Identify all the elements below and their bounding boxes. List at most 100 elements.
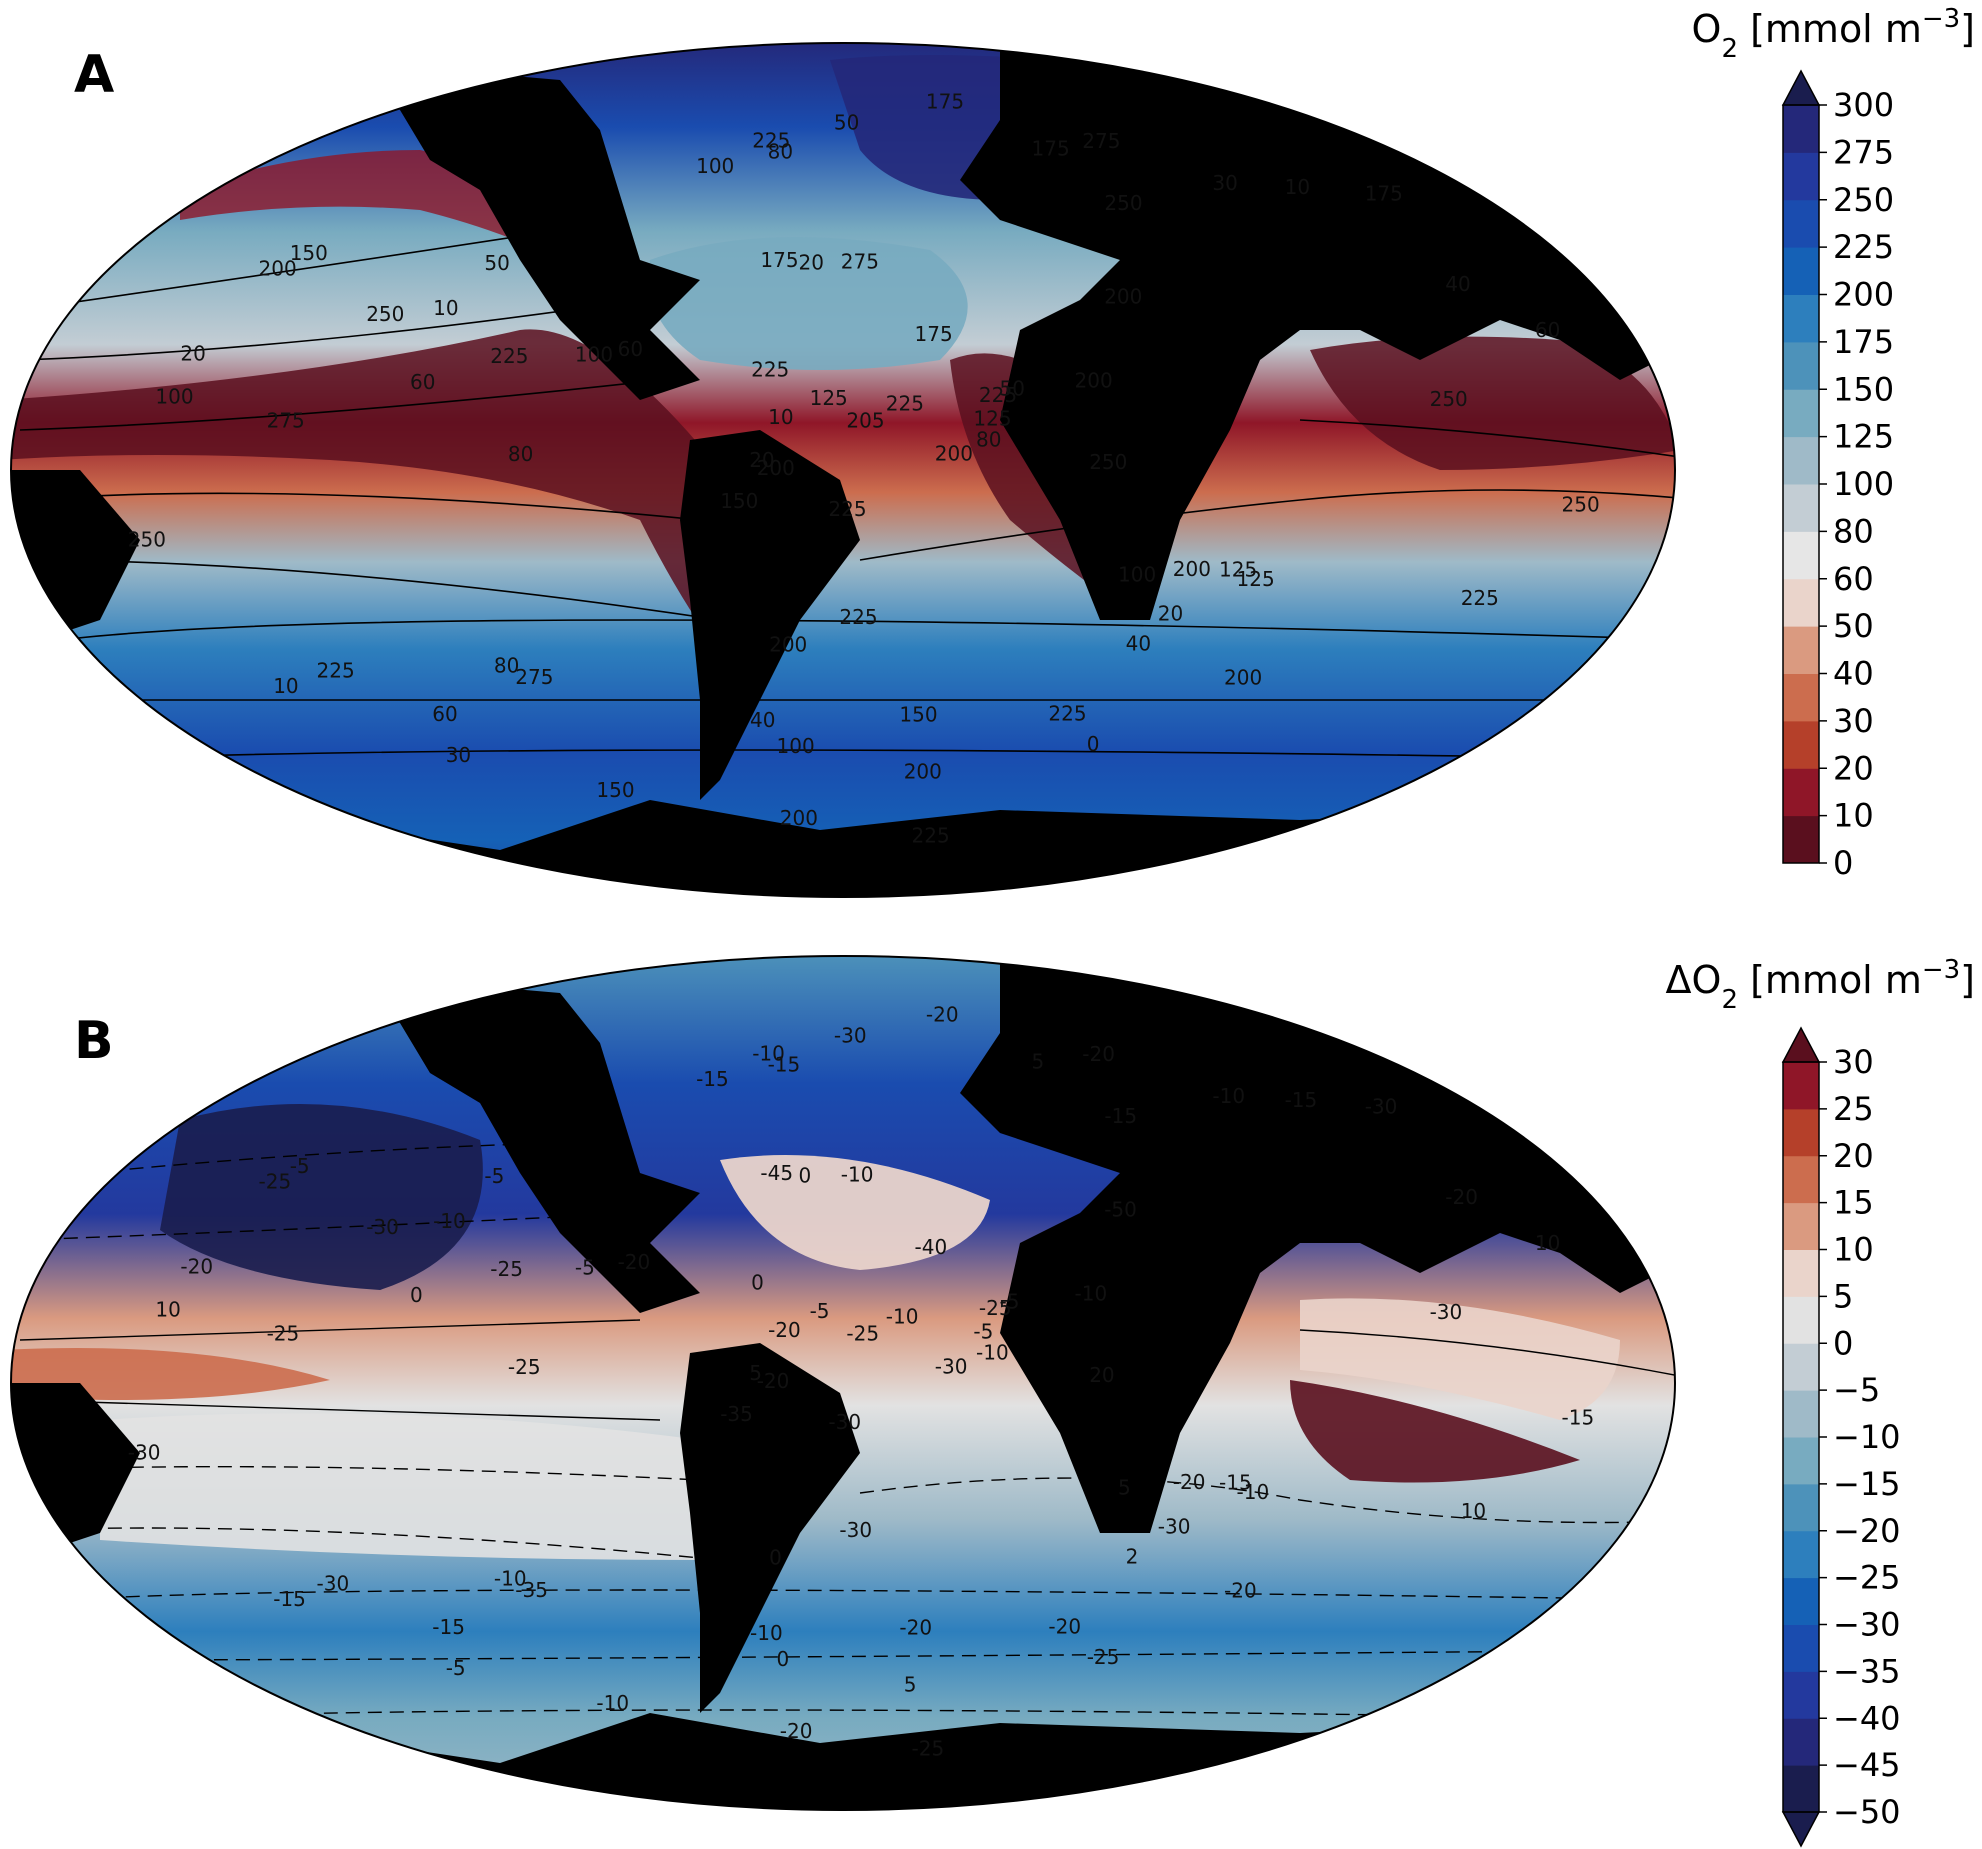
colorbar-b-extend-max [1781, 1026, 1821, 1063]
map-a-contour-label: 0 [1087, 732, 1100, 756]
map-b-contour-label: -45 [760, 1161, 793, 1185]
colorbar-a-swatch-5 [1783, 578, 1819, 627]
map-a-contour-label: 80 [508, 442, 533, 466]
map-b-contour-label: -5 [575, 1256, 595, 1280]
colorbar-b-swatch-13 [1783, 1155, 1819, 1204]
map-a-contour-label: 100 [777, 734, 815, 758]
colorbar-a-tick-label: 60 [1833, 560, 1874, 598]
map-a-contour-label: 40 [750, 708, 775, 732]
colorbar-title-a: O2 [mmol m−3] [1692, 4, 1975, 64]
colorbar-b-tick-label: −5 [1833, 1371, 1880, 1409]
map-b-contour-label: 10 [1461, 1499, 1486, 1523]
land-south-america [680, 430, 860, 800]
panel-letter-a: A [74, 45, 114, 105]
map-b-contour-label: -40 [915, 1235, 948, 1259]
map-b-contour-label: -10 [841, 1163, 874, 1187]
map-a-contour-label: 10 [768, 405, 793, 429]
map-b-contour-label: -30 [128, 1440, 161, 1464]
map-b-contour-label: -35 [515, 1578, 548, 1602]
colorbar-a-tick-label: 250 [1833, 181, 1894, 219]
map-a-contour-label: 125 [810, 386, 848, 410]
map-b-contour-label: -5 [810, 1299, 830, 1323]
map-b-contour-label: -15 [273, 1587, 306, 1611]
contour-lines-b-solid [19, 1319, 1675, 1421]
colorbar-a-tick-label: 125 [1833, 418, 1894, 456]
map-a-contour-label: 225 [752, 128, 790, 152]
map-a-contour-label: 225 [490, 344, 528, 368]
map-b-contour-label: -5 [290, 1154, 310, 1178]
map-b-contour-label: -20 [768, 1318, 801, 1342]
map-b-contour-label: -10 [1075, 1282, 1108, 1306]
colorbar-a-tick-label: 0 [1833, 844, 1853, 882]
map-b-contour-label: -25 [259, 1169, 292, 1193]
map-a-contour-label: 125 [1237, 567, 1275, 591]
map-b-contour-label: -10 [750, 1621, 783, 1645]
map-a-contour-label: 225 [317, 658, 355, 682]
map-b-contour-label: -25 [267, 1322, 300, 1346]
colorbar-b-swatch-15 [1783, 1062, 1819, 1110]
map-b-contour-label: -30 [1430, 1300, 1463, 1324]
map-a-contour-label: 250 [366, 302, 404, 326]
map-a-contour-label: 80 [976, 428, 1001, 452]
map-b-contour-label: -20 [1048, 1614, 1081, 1638]
map-b-contour-label: -20 [780, 1719, 813, 1743]
map-b-contour-label: -25 [846, 1321, 879, 1345]
anomaly-north-atlantic [720, 1155, 990, 1270]
anomaly-indian-warm [1300, 1298, 1620, 1420]
map-a-contour-label: 250 [128, 527, 166, 551]
land-north-america [330, 60, 700, 400]
colorbar-a-swatch-1 [1783, 768, 1819, 817]
map-a-contour-label: 175 [915, 322, 953, 346]
colorbar-a-swatch-4 [1783, 626, 1819, 674]
map-b-contour-label: -10 [976, 1341, 1009, 1365]
map-b-contour-label: 0 [751, 1271, 764, 1295]
map-b-contour-label: 10 [155, 1297, 180, 1321]
map-b-contour-label: -30 [839, 1518, 872, 1542]
map-b-contour-label: -20 [1173, 1470, 1206, 1494]
colorbar-a-tick-label: 30 [1833, 702, 1874, 740]
colorbar-a-tick-label: 40 [1833, 655, 1874, 693]
map-b-contour-label: -15 [1285, 1088, 1318, 1112]
map-frame-b [10, 955, 1676, 1811]
colorbar-b-tick-label: −30 [1833, 1606, 1901, 1644]
map-b-contour-label: -10 [886, 1304, 919, 1328]
map-a-contour-label: 60 [618, 337, 643, 361]
gyre-north-atlantic [648, 237, 968, 370]
map-a-contour-label: 250 [1562, 493, 1600, 517]
colorbar-b-swatch-6 [1783, 1483, 1819, 1532]
map-a-contour-label: 10 [1285, 175, 1310, 199]
map-a-contour-label: 275 [515, 665, 553, 689]
map-a-contour-label: 250 [1104, 191, 1142, 215]
colorbar-a-tick-label: 50 [1833, 607, 1874, 645]
map-a-contour-label: 60 [1535, 318, 1560, 342]
colorbar-b-swatch-11 [1783, 1249, 1819, 1297]
colorbar-a-swatch-0 [1783, 815, 1819, 864]
colorbar-b-swatch-5 [1783, 1530, 1819, 1579]
colorbar-b-tick-label: 0 [1833, 1324, 1853, 1362]
colorbar-b-tick-label: −40 [1833, 1699, 1901, 1737]
map-a-contour-label: 50 [834, 111, 859, 135]
colorbar-b-extend-min [1781, 1811, 1821, 1848]
colorbar-b-swatches [1781, 1026, 1821, 1848]
map-a-contour-label: 200 [1173, 557, 1211, 581]
colorbar-a-tick-label: 275 [1833, 133, 1894, 171]
colorbar-a-swatch-7 [1783, 484, 1819, 532]
map-b-contour-label: -30 [834, 1024, 867, 1048]
map-a-contour-label: 60 [410, 370, 435, 394]
colorbar-a-swatch-2 [1783, 720, 1819, 769]
colorbar-b-tick-label: −25 [1833, 1559, 1901, 1597]
map-b-contour-label: -20 [1224, 1579, 1257, 1603]
map-a-contour-label: 205 [846, 408, 884, 432]
map-a-contour-label: 200 [1104, 284, 1142, 308]
map-a-contour-label: 150 [290, 241, 328, 265]
map-a-contour-label: 150 [899, 702, 937, 726]
colorbar-a-swatch-11 [1783, 294, 1819, 343]
map-b-contour-label: -5 [973, 1319, 993, 1343]
map-a-contour-label: 200 [1224, 666, 1262, 690]
map-a-contour-label: 275 [1082, 129, 1120, 153]
colorbar-a-tick-label: 150 [1833, 370, 1894, 408]
map-a-contour-label: 200 [1075, 369, 1113, 393]
colorbar-b-tick-label: 5 [1833, 1277, 1853, 1315]
map-a-contour-label: 275 [267, 409, 305, 433]
